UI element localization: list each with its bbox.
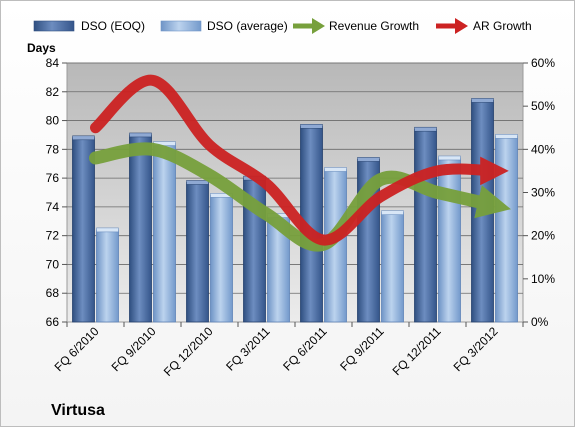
y2-tick-label: 10% bbox=[531, 272, 555, 286]
line-ar-growth bbox=[90, 74, 509, 246]
bar-cap bbox=[414, 126, 437, 132]
x-tick-label: FQ 6/2010 bbox=[52, 324, 102, 374]
bar-cap bbox=[72, 135, 95, 141]
y-tick-label: 74 bbox=[46, 200, 60, 214]
legend-arrowhead-ar-growth bbox=[455, 18, 468, 34]
bar-cap bbox=[324, 167, 347, 172]
legend-item-dso-average: DSO (average) bbox=[160, 19, 288, 33]
line-revenue-growth bbox=[89, 142, 511, 252]
bar-dso-eoq bbox=[72, 137, 95, 323]
y2-tick-label: 50% bbox=[531, 99, 555, 113]
y2-tick-label: 0% bbox=[531, 315, 549, 329]
y2-tick-label: 60% bbox=[531, 56, 555, 70]
x-tick-label: FQ 12/2011 bbox=[390, 324, 444, 378]
x-axis-ticks: FQ 6/2010 FQ 9/2010 FQ 12/2010 FQ 3/2011 FQ … bbox=[52, 324, 501, 379]
bar-cap bbox=[129, 132, 152, 138]
bar-dso-average bbox=[210, 194, 233, 323]
y-tick-label: 68 bbox=[46, 286, 60, 300]
y-axis-ticks: 66 68 70 72 74 76 78 80 82 84 bbox=[46, 56, 67, 329]
y-tick-label: 70 bbox=[46, 257, 60, 271]
legend-label-dso-eoq: DSO (EOQ) bbox=[81, 19, 145, 33]
bar-cap bbox=[381, 210, 404, 215]
growth-lines bbox=[89, 74, 511, 252]
legend-label-ar-growth: AR Growth bbox=[473, 19, 532, 33]
company-label: Virtusa bbox=[51, 402, 105, 419]
x-tick-label: FQ 6/2011 bbox=[280, 324, 330, 374]
bar-dso-average bbox=[96, 229, 119, 323]
legend-item-revenue-growth: Revenue Growth bbox=[293, 18, 419, 34]
y-axis-label: Days bbox=[27, 41, 56, 55]
bar-dso-eoq bbox=[129, 134, 152, 323]
bar-dso-eoq bbox=[414, 128, 437, 323]
y-tick-label: 80 bbox=[46, 114, 60, 128]
bar-dso-average bbox=[381, 212, 404, 323]
y-tick-label: 72 bbox=[46, 229, 60, 243]
bar-cap bbox=[300, 124, 323, 129]
bar-cap bbox=[186, 180, 209, 185]
bar-cap bbox=[96, 227, 119, 233]
bar-dso-average bbox=[495, 135, 518, 323]
bar-cap bbox=[471, 98, 494, 103]
legend-swatch-dso-eoq bbox=[33, 20, 75, 32]
y2-tick-label: 40% bbox=[531, 142, 555, 156]
bar-cap bbox=[495, 134, 518, 139]
bar-dso-average bbox=[153, 143, 176, 323]
legend-item-ar-growth: AR Growth bbox=[436, 18, 532, 34]
legend-label-revenue-growth: Revenue Growth bbox=[329, 19, 419, 33]
y-tick-label: 66 bbox=[46, 315, 60, 329]
legend-swatch-dso-average bbox=[160, 20, 202, 32]
y-tick-label: 78 bbox=[46, 142, 60, 156]
x-tick-label: FQ 9/2011 bbox=[337, 324, 387, 374]
y2-tick-label: 30% bbox=[531, 186, 555, 200]
y-tick-label: 82 bbox=[46, 85, 60, 99]
y-tick-label: 84 bbox=[46, 56, 60, 70]
bar-dso-average bbox=[438, 157, 461, 323]
legend-arrowhead-revenue-growth bbox=[312, 18, 325, 34]
bar-cap bbox=[357, 157, 380, 162]
legend: DSO (EOQ) DSO (average) Revenue Growth A… bbox=[33, 18, 532, 34]
x-tick-label: FQ 3/2011 bbox=[223, 324, 273, 374]
bar-dso-eoq bbox=[186, 182, 209, 323]
legend-label-dso-average: DSO (average) bbox=[207, 19, 288, 33]
legend-item-dso-eoq: DSO (EOQ) bbox=[33, 19, 145, 33]
x-tick-label: FQ 9/2010 bbox=[109, 324, 159, 374]
y2-axis-ticks: 0% 10% 20% 30% 40% 50% 60% bbox=[523, 56, 555, 329]
x-tick-label: FQ 12/2010 bbox=[161, 324, 216, 379]
bar-dso-eoq bbox=[471, 100, 494, 323]
y-tick-label: 76 bbox=[46, 171, 60, 185]
x-tick-label: FQ 3/2012 bbox=[451, 324, 501, 374]
bar-cap bbox=[438, 155, 461, 161]
y2-tick-label: 20% bbox=[531, 229, 555, 243]
